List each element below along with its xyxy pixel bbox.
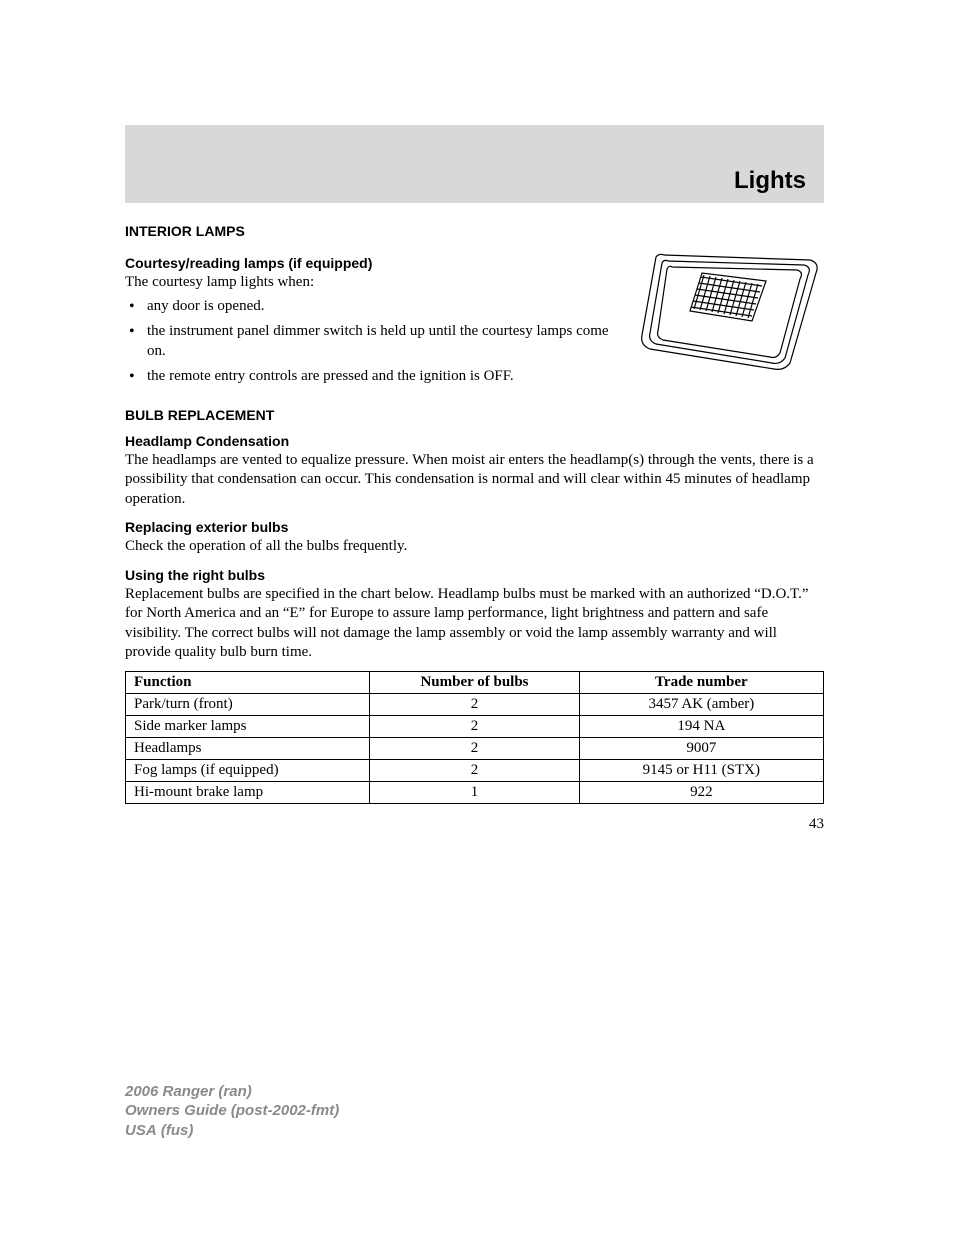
replacing-text: Check the operation of all the bulbs fre… xyxy=(125,537,824,557)
subheading-using: Using the right bulbs xyxy=(125,567,824,583)
bulb-table: Function Number of bulbs Trade number Pa… xyxy=(125,671,824,804)
footer-line2: Owners Guide (post-2002-fmt) xyxy=(125,1101,339,1121)
lamp-icon xyxy=(634,245,824,375)
courtesy-intro: The courtesy lamp lights when: xyxy=(125,273,614,293)
table-row: Park/turn (front) 2 3457 AK (amber) xyxy=(126,693,824,715)
page-title: Lights xyxy=(734,167,806,195)
list-item: the remote entry controls are pressed an… xyxy=(143,367,614,387)
footer-line1: 2006 Ranger (ran) xyxy=(125,1082,339,1102)
courtesy-lamp-diagram xyxy=(634,245,824,380)
col-number: Number of bulbs xyxy=(370,671,579,693)
subheading-replacing: Replacing exterior bulbs xyxy=(125,519,824,535)
using-text: Replacement bulbs are specified in the c… xyxy=(125,585,824,663)
table-row: Headlamps 2 9007 xyxy=(126,737,824,759)
list-item: the instrument panel dimmer switch is he… xyxy=(143,322,614,361)
col-trade: Trade number xyxy=(579,671,823,693)
table-row: Hi-mount brake lamp 1 922 xyxy=(126,781,824,803)
section-interior-lamps: INTERIOR LAMPS xyxy=(125,223,824,239)
subheading-condensation: Headlamp Condensation xyxy=(125,433,824,449)
section-bulb-replacement: BULB REPLACEMENT xyxy=(125,407,824,423)
subheading-courtesy: Courtesy/reading lamps (if equipped) xyxy=(125,255,614,271)
footer: 2006 Ranger (ran) Owners Guide (post-200… xyxy=(125,1082,339,1141)
header-bar: Lights xyxy=(125,125,824,203)
courtesy-bullet-list: any door is opened. the instrument panel… xyxy=(125,297,614,387)
table-body: Park/turn (front) 2 3457 AK (amber) Side… xyxy=(126,693,824,803)
list-item: any door is opened. xyxy=(143,297,614,317)
condensation-text: The headlamps are vented to equalize pre… xyxy=(125,451,824,510)
footer-line3: USA (fus) xyxy=(125,1121,339,1141)
col-function: Function xyxy=(126,671,370,693)
table-header-row: Function Number of bulbs Trade number xyxy=(126,671,824,693)
table-row: Side marker lamps 2 194 NA xyxy=(126,715,824,737)
table-row: Fog lamps (if equipped) 2 9145 or H11 (S… xyxy=(126,759,824,781)
page-number: 43 xyxy=(125,816,824,833)
